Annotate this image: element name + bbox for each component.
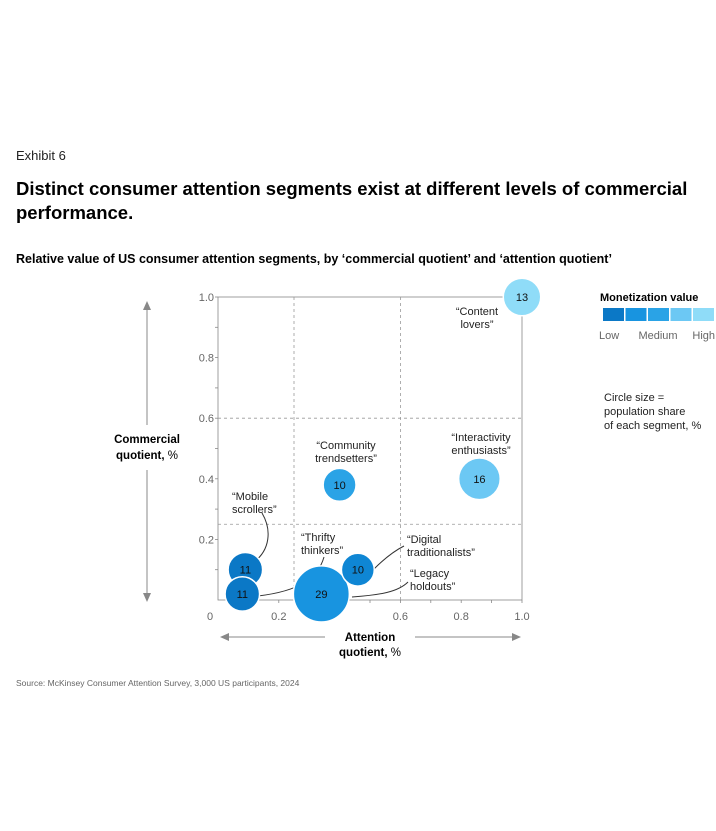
bubble-1 — [322, 467, 357, 503]
legend-label-high: High — [692, 330, 715, 342]
legend-title: Monetization value — [600, 292, 698, 304]
x-tick-label: 1.0 — [514, 611, 529, 623]
legend-label-low: Low — [599, 330, 619, 342]
exhibit-label: Exhibit 6 — [16, 148, 66, 163]
bubble-value-5: 10 — [352, 565, 364, 577]
leader-line — [373, 545, 405, 570]
segment-label-0: “Content — [456, 306, 498, 318]
segment-label-3: scrollers” — [232, 504, 277, 516]
segment-label-4: thinkers” — [301, 545, 344, 557]
y-tick-label: 0.2 — [199, 534, 214, 546]
x-tick-label: 0.2 — [271, 611, 286, 623]
bubble-2 — [457, 457, 501, 501]
y-tick-label: 0.6 — [199, 413, 214, 425]
y-tick-label: 0.4 — [199, 474, 214, 486]
bubble-value-1: 10 — [333, 480, 345, 492]
size-note-line: of each segment, % — [604, 420, 701, 432]
segment-label-6: holdouts” — [410, 581, 456, 593]
segment-label-2: “Interactivity — [451, 432, 511, 444]
x-axis-arrow-left — [220, 633, 229, 641]
x-axis-title-line2: quotient, % — [339, 647, 401, 659]
segment-label-1: “Community — [316, 440, 376, 452]
segment-label-6: “Legacy — [410, 568, 450, 580]
size-note-line: population share — [604, 406, 685, 418]
bubble-value-2: 16 — [473, 474, 485, 486]
y-tick-label: 0.8 — [199, 353, 214, 365]
legend-swatch-2 — [648, 308, 669, 321]
segment-label-1: trendsetters” — [315, 453, 377, 465]
segment-label-4: “Thrifty — [301, 532, 336, 544]
bubble-4 — [224, 575, 261, 612]
chart-title: Distinct consumer attention segments exi… — [16, 178, 688, 224]
bubble-6 — [292, 565, 351, 623]
x-axis-arrow-right — [512, 633, 521, 641]
size-note-line: Circle size = — [604, 392, 664, 404]
legend-swatch-1 — [625, 308, 647, 321]
bubble-value-3: 11 — [240, 565, 251, 577]
bubble-5 — [340, 552, 376, 587]
y-tick-label: 1.0 — [199, 292, 214, 304]
leader-line — [253, 512, 269, 563]
legend-swatch-4 — [693, 308, 714, 321]
segment-label-2: enthusiasts” — [451, 445, 511, 457]
segment-label-0: lovers” — [460, 319, 493, 331]
y-axis-arrow-down — [143, 593, 151, 602]
tick-label-origin: 0 — [207, 611, 213, 623]
y-axis-title-line1: Commercial — [114, 434, 180, 446]
legend-swatch-3 — [670, 308, 692, 321]
y-axis-arrow-up — [143, 301, 151, 310]
leader-line — [351, 581, 409, 598]
x-tick-label: 0.6 — [393, 611, 408, 623]
bubble-value-4: 11 — [237, 589, 248, 601]
legend-label-medium: Medium — [638, 330, 677, 342]
segment-label-3: “Mobile — [232, 491, 268, 503]
x-axis-title-line1: Attention — [345, 632, 395, 644]
bubble-value-6: 29 — [315, 589, 327, 601]
segment-label-5: “Digital — [407, 534, 441, 546]
bubble-0 — [502, 277, 542, 317]
chart-subtitle: Relative value of US consumer attention … — [16, 252, 612, 266]
legend-swatch-0 — [603, 308, 624, 321]
segment-label-5: traditionalists” — [407, 547, 475, 559]
y-axis-title-line2: quotient, % — [116, 450, 178, 462]
source-note: Source: McKinsey Consumer Attention Surv… — [16, 678, 300, 688]
bubble-value-0: 13 — [516, 292, 528, 304]
x-tick-label: 0.8 — [454, 611, 469, 623]
